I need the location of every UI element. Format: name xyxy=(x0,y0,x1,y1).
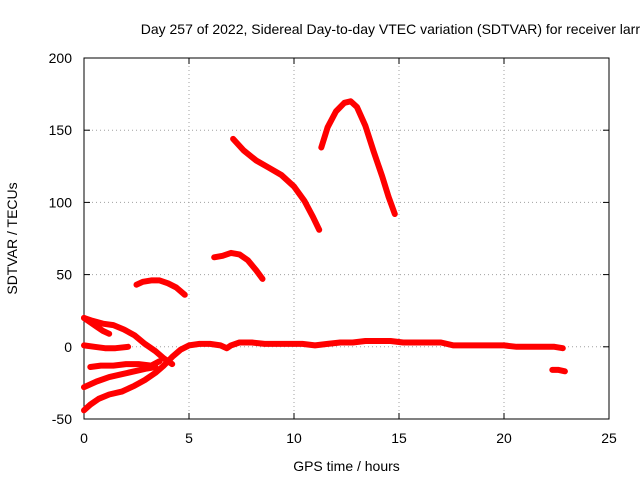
x-tick-label: 5 xyxy=(185,430,193,446)
y-tick-label: 0 xyxy=(64,339,72,355)
x-tick-label: 10 xyxy=(286,430,302,446)
series-arc-9 xyxy=(81,364,159,391)
x-axis-label: GPS time / hours xyxy=(293,458,400,474)
plot-frame xyxy=(83,57,610,420)
x-tick-label: 15 xyxy=(391,430,407,446)
x-tick-label: 20 xyxy=(496,430,512,446)
series-arc-1 xyxy=(318,98,398,217)
series-arc-11 xyxy=(549,366,568,375)
data-traces xyxy=(81,98,568,414)
y-tick-label: -50 xyxy=(52,411,72,427)
series-arc-7 xyxy=(81,342,132,352)
y-tick-label: 200 xyxy=(49,50,73,66)
series-arc-6 xyxy=(81,314,113,337)
y-axis-label: SDTVAR / TECUs xyxy=(4,182,20,294)
series-arc-5 xyxy=(81,314,176,368)
series-arc-4 xyxy=(133,277,188,298)
y-tick-label: 150 xyxy=(49,122,73,138)
x-tick-label: 25 xyxy=(601,430,617,446)
chart-title: Day 257 of 2022, Sidereal Day-to-day VTE… xyxy=(141,21,640,37)
y-tick-label: 50 xyxy=(56,267,72,283)
series-arc-3 xyxy=(211,249,266,282)
x-axis: 0 5 10 15 20 25 xyxy=(80,58,617,446)
grid xyxy=(84,58,609,419)
x-tick-label: 0 xyxy=(80,430,88,446)
y-tick-label: 100 xyxy=(49,194,73,210)
series-arc-2 xyxy=(230,135,323,233)
series-arc-10 xyxy=(81,338,566,414)
y-axis: -50 0 50 100 150 200 xyxy=(49,50,609,427)
